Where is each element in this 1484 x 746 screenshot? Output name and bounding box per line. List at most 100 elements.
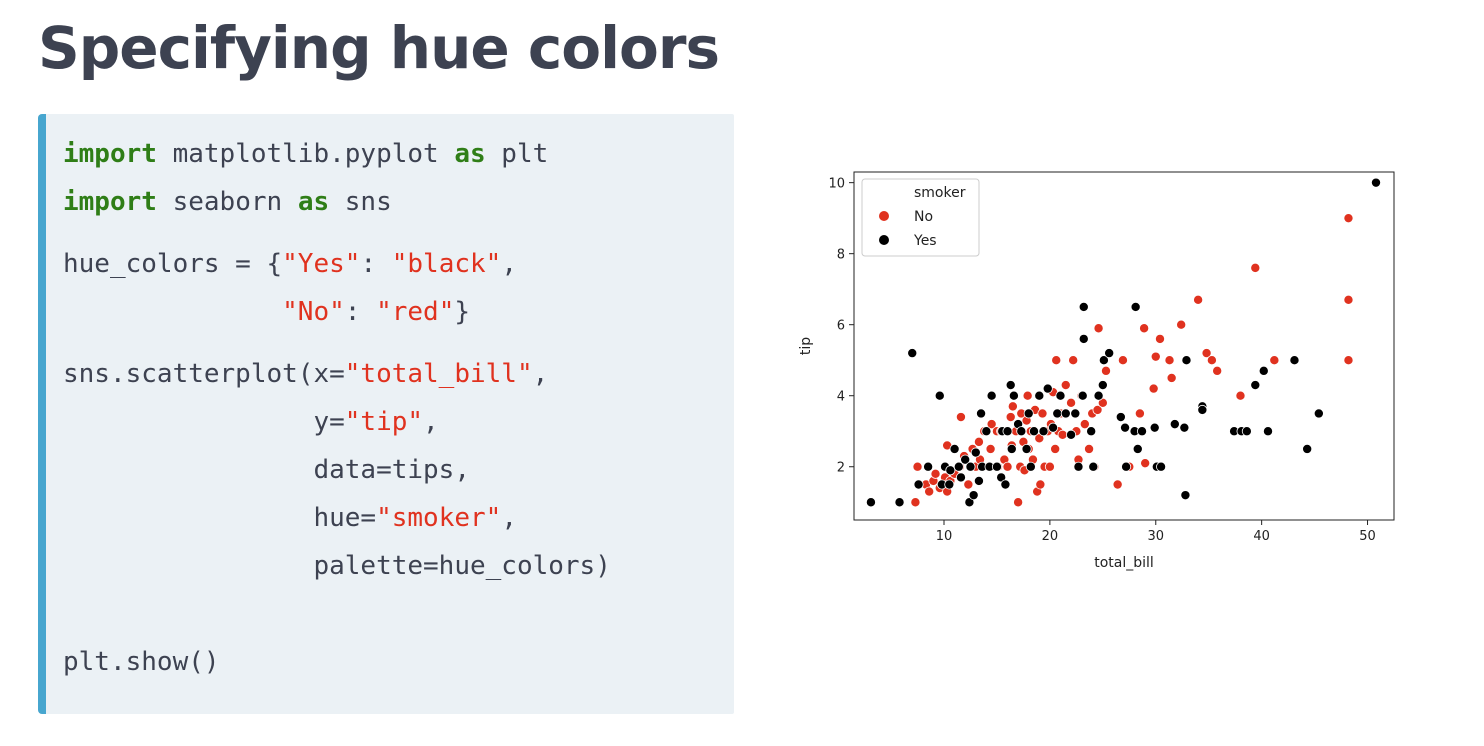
point-no — [1140, 458, 1151, 469]
point-yes — [986, 390, 997, 401]
point-yes — [1088, 461, 1099, 472]
point-no — [1051, 355, 1062, 366]
point-yes — [1097, 380, 1108, 391]
point-yes — [960, 454, 971, 465]
point-no — [1022, 390, 1033, 401]
point-no — [1154, 333, 1165, 344]
code-text: matplotlib.pyplot — [156, 139, 455, 169]
point-yes — [1120, 422, 1131, 433]
point-no — [1150, 351, 1161, 362]
point-no — [1250, 262, 1261, 273]
code-line-3: hue_colors = {"Yes": "black", — [63, 248, 517, 280]
code-line-2: import seaborn as sns — [63, 186, 392, 218]
point-yes — [1005, 380, 1016, 391]
point-yes — [1180, 490, 1191, 501]
point-no — [1060, 380, 1071, 391]
point-yes — [1006, 443, 1017, 454]
point-no — [912, 461, 923, 472]
point-no — [1212, 365, 1223, 376]
x-tick-label: 40 — [1253, 529, 1270, 544]
point-yes — [976, 408, 987, 419]
point-yes — [1250, 380, 1261, 391]
legend-marker-yes — [879, 235, 889, 245]
point-yes — [923, 461, 934, 472]
code-string: "total_bill" — [344, 359, 533, 389]
y-tick-label: 6 — [837, 319, 845, 334]
point-yes — [968, 490, 979, 501]
x-tick-label: 10 — [936, 529, 953, 544]
code-line-8: hue="smoker", — [63, 502, 517, 534]
point-no — [924, 486, 935, 497]
point-no — [1068, 355, 1079, 366]
point-yes — [1121, 461, 1132, 472]
y-axis-label: tip — [798, 337, 814, 355]
code-line-7: data=tips, — [63, 454, 470, 486]
point-yes — [1060, 408, 1071, 419]
point-yes — [1021, 443, 1032, 454]
code-text: : — [344, 297, 377, 327]
point-no — [1007, 401, 1018, 412]
point-no — [1050, 443, 1061, 454]
code-text: y= — [63, 407, 345, 437]
point-yes — [1048, 422, 1059, 433]
point-yes — [1052, 408, 1063, 419]
code-line-10: plt.show() — [63, 646, 220, 678]
code-string: "tip" — [344, 407, 424, 437]
point-yes — [1042, 383, 1053, 394]
point-yes — [1289, 355, 1300, 366]
code-string: "Yes" — [282, 249, 361, 279]
point-yes — [1008, 390, 1019, 401]
point-yes — [907, 348, 918, 359]
code-text — [63, 297, 282, 327]
point-no — [963, 479, 974, 490]
point-yes — [1132, 443, 1143, 454]
point-no — [1148, 383, 1159, 394]
point-yes — [973, 475, 984, 486]
point-yes — [1149, 422, 1160, 433]
point-no — [930, 468, 941, 479]
code-keyword: as — [454, 139, 486, 169]
point-no — [955, 412, 966, 423]
point-no — [985, 443, 996, 454]
scatter-plot: 10 20 30 40 50 2 4 6 8 10 total_bill tip smoker N… — [798, 171, 1395, 571]
code-string: "smoker" — [376, 503, 502, 533]
point-no — [1066, 397, 1077, 408]
legend-box — [861, 178, 980, 257]
point-yes — [981, 426, 992, 437]
point-yes — [1023, 408, 1034, 419]
point-no — [1343, 213, 1354, 224]
code-string: "No" — [282, 297, 345, 327]
point-yes — [949, 443, 960, 454]
point-yes — [1179, 422, 1190, 433]
code-text: , — [532, 359, 549, 389]
y-tick-label: 2 — [837, 461, 845, 476]
point-yes — [1136, 426, 1147, 437]
point-yes — [1016, 426, 1027, 437]
point-yes — [1169, 419, 1180, 430]
code-line-1: import matplotlib.pyplot as plt — [63, 138, 548, 170]
point-yes — [1302, 443, 1313, 454]
point-no — [1100, 365, 1111, 376]
point-yes — [1104, 348, 1115, 359]
legend-marker-no — [879, 211, 889, 221]
point-yes — [1073, 461, 1084, 472]
code-string: "black" — [391, 249, 502, 279]
point-no — [1166, 372, 1177, 383]
point-yes — [1028, 426, 1039, 437]
code-line-5: sns.scatterplot(x="total_bill", — [63, 358, 548, 390]
point-yes — [991, 461, 1002, 472]
point-yes — [944, 479, 955, 490]
x-axis-label: total_bill — [1094, 555, 1154, 571]
legend-label-yes: Yes — [913, 233, 937, 249]
code-text: data=tips, — [63, 455, 470, 485]
point-no — [1013, 497, 1024, 508]
point-no — [1139, 323, 1150, 334]
point-no — [1092, 404, 1103, 415]
point-no — [1269, 355, 1280, 366]
code-text: palette=hue_colors) — [63, 551, 611, 581]
x-tick-label: 20 — [1042, 529, 1059, 544]
point-yes — [1025, 461, 1036, 472]
point-yes — [970, 447, 981, 458]
point-yes — [1055, 390, 1066, 401]
point-yes — [1371, 177, 1382, 188]
